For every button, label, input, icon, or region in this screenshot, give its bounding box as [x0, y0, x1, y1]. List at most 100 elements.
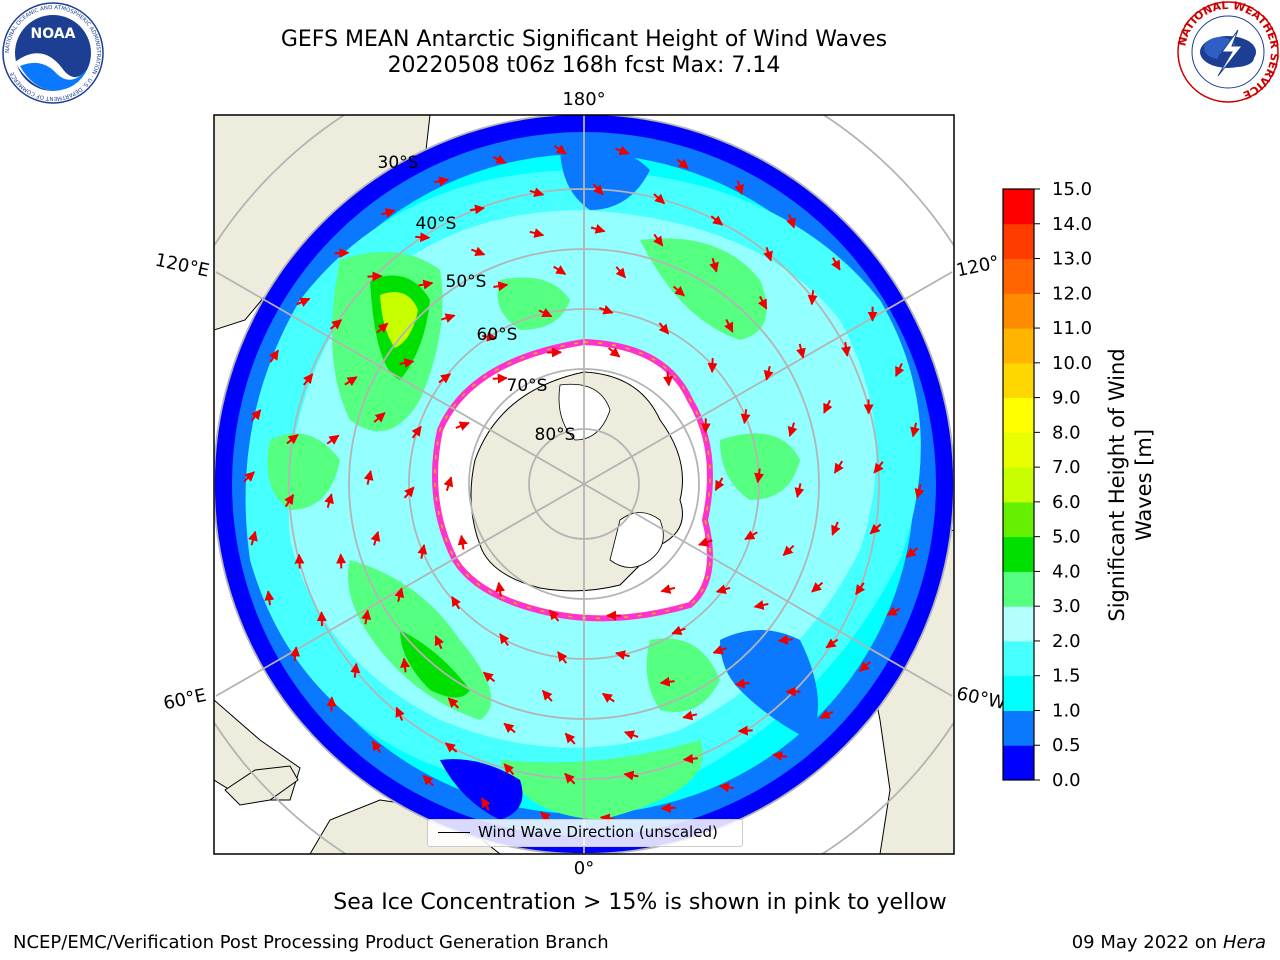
wind-wave-arrow — [682, 710, 698, 721]
wind-wave-arrow — [905, 547, 918, 558]
wind-wave-arrow — [495, 581, 506, 597]
lat-label-30s: 30°S — [378, 153, 419, 173]
lon-label-0: 0° — [574, 858, 594, 879]
colorbar-segment — [1003, 223, 1034, 260]
wind-wave-arrow — [763, 246, 773, 262]
wind-wave-arrow — [709, 257, 719, 273]
wind-wave-arrow — [395, 706, 405, 721]
colorbar-segment — [1003, 258, 1034, 294]
wind-wave-arrow — [394, 587, 405, 603]
colorbar — [1003, 189, 1034, 781]
wind-wave-arrow — [417, 544, 428, 559]
colorbar-tick-label: 9.0 — [1052, 388, 1081, 409]
colorbar-segment — [1003, 432, 1034, 468]
colorbar-tick-label: 1.5 — [1052, 666, 1081, 687]
wind-wave-arrow — [599, 813, 615, 824]
lat-label-50s: 50°S — [446, 272, 487, 292]
lon-label-120e: 120°E — [153, 250, 211, 282]
wind-wave-arrow — [316, 611, 327, 627]
wind-wave-arrow — [833, 460, 844, 474]
wind-wave-arrow — [718, 782, 734, 793]
map-frame — [213, 114, 955, 855]
wind-wave-arrow — [269, 349, 280, 363]
colorbar-segment — [1003, 675, 1034, 711]
wind-wave-arrow — [557, 651, 568, 664]
colorbar-tick-label: 15.0 — [1052, 179, 1092, 200]
wind-wave-arrow — [598, 304, 614, 315]
wind-wave-arrow — [329, 319, 343, 330]
colorbar-segment — [1003, 293, 1034, 329]
noaa-logo-text: NOAA — [31, 26, 76, 42]
colorbar-segment — [1003, 467, 1034, 503]
wind-wave-arrow — [541, 689, 553, 702]
colorbar-segment — [1003, 710, 1034, 746]
wind-wave-arrow — [841, 341, 851, 357]
wind-wave-arrow — [724, 318, 734, 333]
wind-wave-arrow — [350, 662, 361, 678]
colorbar-tick-label: 12.0 — [1052, 283, 1092, 304]
wind-wave-arrow — [440, 313, 456, 323]
wind-wave-arrow — [623, 770, 639, 781]
colorbar-label-line2: Waves [m] — [1132, 429, 1156, 541]
wind-wave-arrow — [914, 484, 925, 499]
colorbar-segment — [1003, 536, 1034, 572]
wind-wave-arrow — [734, 180, 744, 196]
wind-wave-arrow — [444, 742, 458, 753]
colorbar-segment — [1003, 571, 1034, 607]
wind-wave-arrow — [503, 722, 516, 734]
wind-wave-arrow — [753, 600, 769, 610]
wind-wave-arrow — [607, 347, 621, 358]
wind-wave-arrow — [682, 753, 698, 764]
wind-wave-arrow — [707, 358, 718, 374]
wind-wave-arrow — [615, 145, 630, 156]
colorbar-segment — [1003, 362, 1034, 399]
colorbar-tick-label: 8.0 — [1052, 422, 1081, 443]
colorbar-tick-label: 0.5 — [1052, 735, 1081, 756]
wind-wave-arrow — [503, 763, 515, 776]
wind-wave-arrow — [590, 224, 606, 234]
wind-wave-arrow — [886, 606, 901, 616]
wind-wave-arrow — [658, 322, 670, 335]
colorbar-tick-label: 11.0 — [1052, 318, 1092, 339]
weddell-ice-shelf — [609, 512, 664, 568]
wind-wave-arrow — [403, 486, 415, 499]
wind-wave-arrow — [373, 412, 386, 423]
lat-label-60s: 60°S — [477, 325, 518, 345]
wind-wave-arrow — [264, 590, 275, 606]
colorbar-segment — [1003, 189, 1034, 225]
lon-label-180: 180° — [562, 89, 605, 110]
wind-wave-arrow — [777, 634, 793, 645]
wind-wave-arrow — [554, 144, 567, 155]
colorbar-label-line1: Significant Height of Wind — [1105, 348, 1129, 621]
wind-wave-arrow — [422, 774, 434, 787]
wind-wave-arrow — [714, 477, 725, 491]
footer-date-text: 09 May 2022 on — [1071, 932, 1218, 953]
graticule — [214, 115, 954, 854]
wind-wave-arrow — [482, 331, 498, 342]
wind-wave-arrow — [380, 208, 396, 218]
footer-host: Hera — [1222, 932, 1266, 953]
wind-wave-arrow — [601, 692, 615, 703]
wind-wave-arrow — [243, 471, 255, 483]
wind-wave-arrow — [286, 434, 299, 445]
lat-label-80s: 80°S — [535, 425, 576, 445]
noaa-logo: NOAA NATIONAL OCEANIC AND ATMOSPHERIC AD… — [2, 2, 104, 104]
wind-wave-arrow — [553, 265, 567, 276]
lon-label-60w: 60°W — [955, 683, 1008, 714]
wind-wave-arrow — [787, 422, 798, 437]
lat-label-40s: 40°S — [416, 214, 457, 234]
wind-wave-arrow — [296, 297, 311, 307]
legend-label: Wind Wave Direction (unscaled) — [478, 823, 718, 841]
lon-label-120w: 120° — [954, 252, 1001, 282]
wind-wave-arrow — [294, 553, 305, 569]
wind-wave-arrow — [434, 635, 444, 650]
wind-wave-arrow — [548, 609, 560, 622]
wind-wave-arrow — [712, 645, 727, 655]
wind-wave-arrow — [831, 257, 841, 271]
wind-wave-arrow — [457, 534, 468, 550]
wind-wave-arrow — [660, 584, 676, 594]
chart-subtitle: 20220508 t06z 168h fcst Max: 7.14 — [387, 53, 781, 78]
sea-ice-note: Sea Ice Concentration > 15% is shown in … — [333, 890, 947, 915]
map-legend: Wind Wave Direction (unscaled) — [427, 819, 743, 847]
wind-wave-arrow — [796, 343, 806, 359]
